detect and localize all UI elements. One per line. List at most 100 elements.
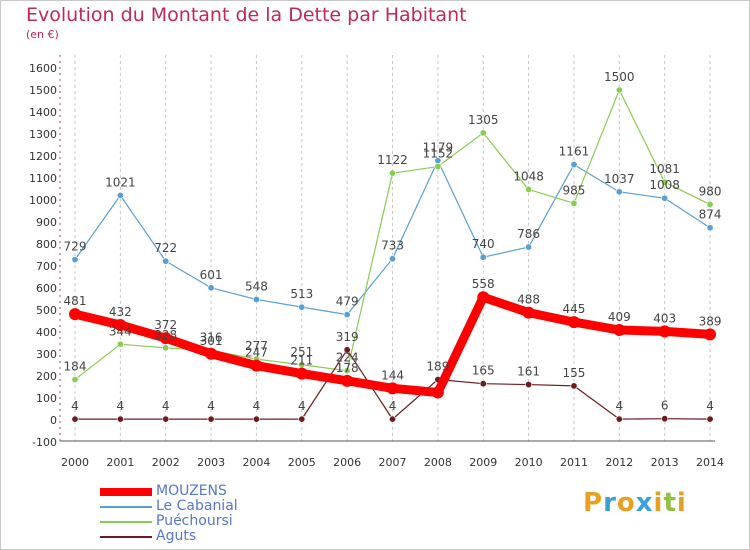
data-point xyxy=(477,291,490,304)
data-label: 372 xyxy=(154,318,177,332)
data-point xyxy=(343,346,351,354)
x-tick-label: 2002 xyxy=(152,456,180,469)
data-label: 277 xyxy=(245,339,268,353)
data-label: 722 xyxy=(154,241,177,255)
y-tick-label: 1400 xyxy=(29,106,57,119)
data-label: 189 xyxy=(426,360,449,374)
data-point xyxy=(298,415,306,423)
data-label: 786 xyxy=(517,227,540,241)
data-point xyxy=(615,415,623,423)
legend-swatch-puechoursi xyxy=(100,521,152,523)
y-tick-label: 600 xyxy=(36,282,57,295)
y-tick-label: 1300 xyxy=(29,128,57,141)
data-label: 1305 xyxy=(468,113,499,127)
data-label: 985 xyxy=(563,183,586,197)
y-tick-label: 100 xyxy=(36,392,57,405)
data-point xyxy=(71,415,79,423)
data-point xyxy=(525,243,533,251)
logo-letter: t xyxy=(663,488,677,518)
y-tick-label: 200 xyxy=(36,370,57,383)
data-point xyxy=(298,303,306,311)
data-point xyxy=(252,415,260,423)
chart-title: Evolution du Montant de la Dette par Hab… xyxy=(26,4,467,26)
data-label: 328 xyxy=(154,328,177,342)
data-point xyxy=(343,367,351,375)
logo-letter: r xyxy=(603,488,617,518)
data-label: 6 xyxy=(661,399,669,413)
data-label: 211 xyxy=(290,354,313,368)
data-label: 316 xyxy=(200,330,223,344)
data-point xyxy=(252,295,260,303)
x-tick-label: 2014 xyxy=(696,456,724,469)
x-tick-label: 2010 xyxy=(515,456,543,469)
data-point xyxy=(250,359,263,372)
data-label: 184 xyxy=(64,360,87,374)
data-point xyxy=(570,199,578,207)
data-point xyxy=(567,316,580,329)
data-point xyxy=(205,347,218,360)
x-tick-label: 2012 xyxy=(605,456,633,469)
data-label: 513 xyxy=(290,287,313,301)
data-point xyxy=(162,415,170,423)
data-point xyxy=(706,415,714,423)
data-label: 1152 xyxy=(423,147,454,161)
data-point xyxy=(116,415,124,423)
data-label: 144 xyxy=(381,368,404,382)
data-point xyxy=(71,256,79,264)
x-tick-label: 2005 xyxy=(288,456,316,469)
data-point xyxy=(207,415,215,423)
data-point xyxy=(661,415,669,423)
data-point xyxy=(162,344,170,352)
x-tick-label: 2007 xyxy=(379,456,407,469)
data-point xyxy=(522,306,535,319)
logo-letter: i xyxy=(676,488,687,518)
x-tick-label: 2006 xyxy=(333,456,361,469)
data-label: 161 xyxy=(517,365,540,379)
data-point xyxy=(434,163,442,171)
data-point xyxy=(525,185,533,193)
data-label: 4 xyxy=(253,399,261,413)
data-point xyxy=(570,382,578,390)
data-point xyxy=(389,255,397,263)
data-label: 319 xyxy=(336,330,359,344)
y-tick-label: 900 xyxy=(36,216,57,229)
data-label: 165 xyxy=(472,364,495,378)
data-point xyxy=(431,386,444,399)
legend-label-aguts: Aguts xyxy=(156,528,197,544)
legend-swatch-aguts xyxy=(100,536,152,538)
data-point xyxy=(207,284,215,292)
data-point xyxy=(162,257,170,265)
data-label: 389 xyxy=(699,314,722,328)
y-tick-label: 0 xyxy=(50,414,57,427)
legend-swatch-le-cabanial xyxy=(100,506,152,508)
data-label: 874 xyxy=(699,208,722,222)
data-point xyxy=(706,200,714,208)
x-tick-label: 2000 xyxy=(61,456,89,469)
data-label: 1179 xyxy=(423,141,454,155)
data-label: 432 xyxy=(109,305,132,319)
x-tick-label: 2001 xyxy=(106,456,134,469)
y-tick-label: 800 xyxy=(36,238,57,251)
data-label: 4 xyxy=(615,399,623,413)
data-label: 1008 xyxy=(649,178,680,192)
data-point xyxy=(570,161,578,169)
logo-letter: i xyxy=(653,488,664,518)
data-point xyxy=(658,325,671,338)
legend-swatch-mouzens xyxy=(100,488,152,496)
data-point xyxy=(661,194,669,202)
data-label: 488 xyxy=(517,293,540,307)
data-point xyxy=(479,253,487,261)
data-point xyxy=(116,191,124,199)
data-label: 481 xyxy=(64,294,87,308)
x-tick-label: 2008 xyxy=(424,456,452,469)
data-point xyxy=(389,169,397,177)
data-label: 4 xyxy=(207,399,215,413)
data-label: 445 xyxy=(563,302,586,316)
data-label: 1048 xyxy=(513,169,544,183)
data-point xyxy=(661,178,669,186)
legend-label-puechoursi: Puéchoursi xyxy=(156,513,233,529)
data-point xyxy=(479,380,487,388)
y-tick-label: 1500 xyxy=(29,84,57,97)
data-label: 479 xyxy=(336,295,359,309)
data-label: 155 xyxy=(563,366,586,380)
